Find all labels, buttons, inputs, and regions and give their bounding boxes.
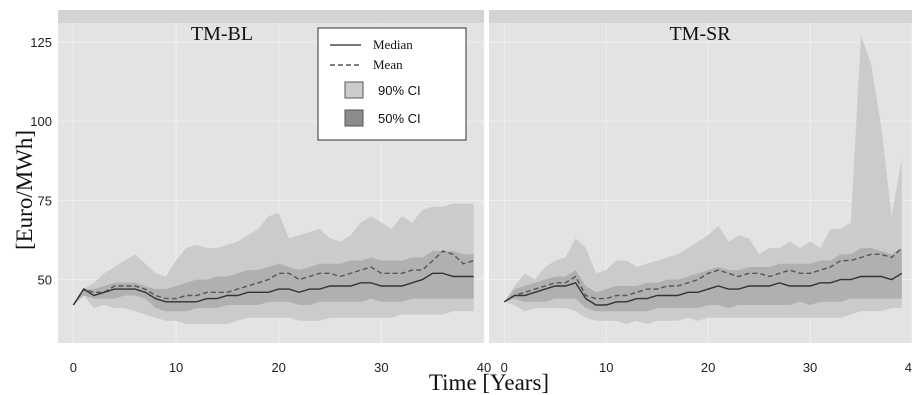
x-axis-label: Time [Years]: [429, 370, 549, 395]
legend-mean-label: Mean: [373, 57, 403, 72]
legend-ci50-label: 50% CI: [378, 111, 421, 126]
x-tick-label: 0: [501, 360, 508, 375]
ci50-band: [73, 251, 474, 312]
median-line: [72, 272, 474, 306]
panel-title: TM-SR: [669, 23, 731, 45]
x-ticks: 0 10 20 30 40: [70, 360, 491, 375]
panel-title: TM-BL: [191, 23, 253, 45]
median-line: [503, 272, 903, 306]
x-tick-label: 30: [374, 360, 388, 375]
legend-ci90-label: 90% CI: [378, 83, 421, 98]
legend-ci90-key: [344, 81, 364, 99]
x-tick-label: 10: [599, 360, 613, 375]
ci90-band: [504, 35, 902, 324]
x-ticks: 0 10 20 30 40: [501, 360, 912, 375]
x-tick-label: 40: [905, 360, 912, 375]
mean-line: [503, 247, 903, 303]
panel-strip: [489, 10, 912, 23]
x-tick-label: 20: [271, 360, 285, 375]
mean-line: [72, 250, 474, 306]
y-ticks: 50 75 100 125: [30, 35, 52, 288]
legend-median-label: Median: [373, 37, 413, 52]
y-tick-label: 75: [38, 193, 52, 208]
legend-box: [317, 27, 467, 141]
x-tick-label: 0: [70, 360, 77, 375]
legend-ci50-key: [344, 109, 364, 127]
y-tick-label: 100: [30, 114, 52, 129]
x-tick-label: 20: [701, 360, 715, 375]
panel-strip: [58, 10, 484, 23]
x-tick-label: 30: [803, 360, 817, 375]
legend: Median Mean 90% CI 50% CI: [317, 27, 467, 141]
x-tick-label: 40: [477, 360, 491, 375]
ci50-band: [504, 248, 902, 312]
y-tick-label: 50: [38, 273, 52, 288]
x-tick-label: 10: [169, 360, 183, 375]
panel-tm-sr: TM-SR 0 10 20 30 40: [489, 10, 912, 375]
y-axis-label: [Euro/MWh]: [12, 130, 37, 250]
y-tick-label: 125: [30, 35, 52, 50]
